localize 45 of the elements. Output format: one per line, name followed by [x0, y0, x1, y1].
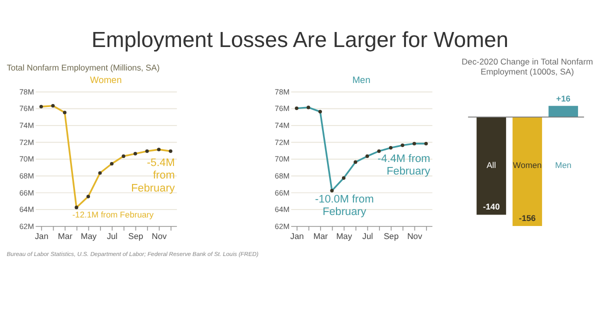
text: Women	[90, 75, 122, 86]
chart-subtitle: Total Nonfarm Employment (Millions, SA)	[6, 62, 160, 72]
y-tick-label: 66M	[19, 188, 34, 198]
x-tick-label: May	[80, 230, 98, 241]
x-tick-label: Nov	[152, 230, 168, 241]
y-tick-label: 62M	[19, 222, 34, 231]
y-tick-label: 72M	[274, 138, 290, 147]
y-tick-label: 78M	[274, 87, 290, 96]
y-tick-label: 70M	[19, 154, 34, 164]
x-tick-label: All	[486, 160, 496, 170]
x-tick-label: Mar	[58, 230, 73, 241]
x-tick-label: Jul	[362, 230, 374, 241]
y-tick-label: 72M	[19, 138, 34, 147]
y-tick-label: 68M	[274, 171, 290, 180]
chart-title: Dec-2020 Change in Total Nonfarm Employment (1000s, SA)	[462, 56, 594, 77]
y-tick-label: 62M	[274, 222, 290, 231]
y-tick-label: 64M	[274, 205, 290, 214]
y-tick-label: 70M	[274, 154, 290, 164]
y-tick-label: 74M	[274, 121, 290, 130]
y-tick-label: 74M	[19, 121, 34, 130]
y-tick-label: 78M	[19, 87, 34, 96]
annotation: -10.0M from February	[315, 193, 374, 218]
y-tick-label: 66M	[274, 188, 290, 198]
text: Employment Losses Are Larger for Women	[91, 26, 508, 52]
x-tick-label: Jan	[290, 230, 304, 241]
y-tick-label: 76M	[19, 104, 34, 114]
x-tick-label: May	[336, 230, 353, 241]
x-tick-label: Nov	[407, 230, 423, 241]
y-tick-label: 68M	[19, 171, 34, 180]
data-label: +16	[556, 94, 571, 104]
text: Men	[352, 75, 370, 86]
x-tick-label: Sep	[128, 230, 144, 241]
y-tick-label: 76M	[274, 104, 290, 114]
x-tick-label: Women	[512, 160, 542, 170]
x-tick-label: Sep	[384, 230, 399, 241]
x-tick-label: Jan	[34, 230, 49, 241]
data-label: -140	[482, 202, 500, 212]
x-tick-label: Mar	[313, 230, 328, 241]
x-tick-label: Jul	[106, 230, 118, 241]
x-tick-label: Men	[555, 160, 572, 170]
annotation: -5.4M from February	[131, 157, 176, 194]
annotation: -4.4M from February	[378, 153, 431, 178]
annotation: -12.1M from February	[72, 210, 154, 220]
y-tick-label: 64M	[19, 205, 34, 214]
data-label: -156	[518, 212, 536, 223]
